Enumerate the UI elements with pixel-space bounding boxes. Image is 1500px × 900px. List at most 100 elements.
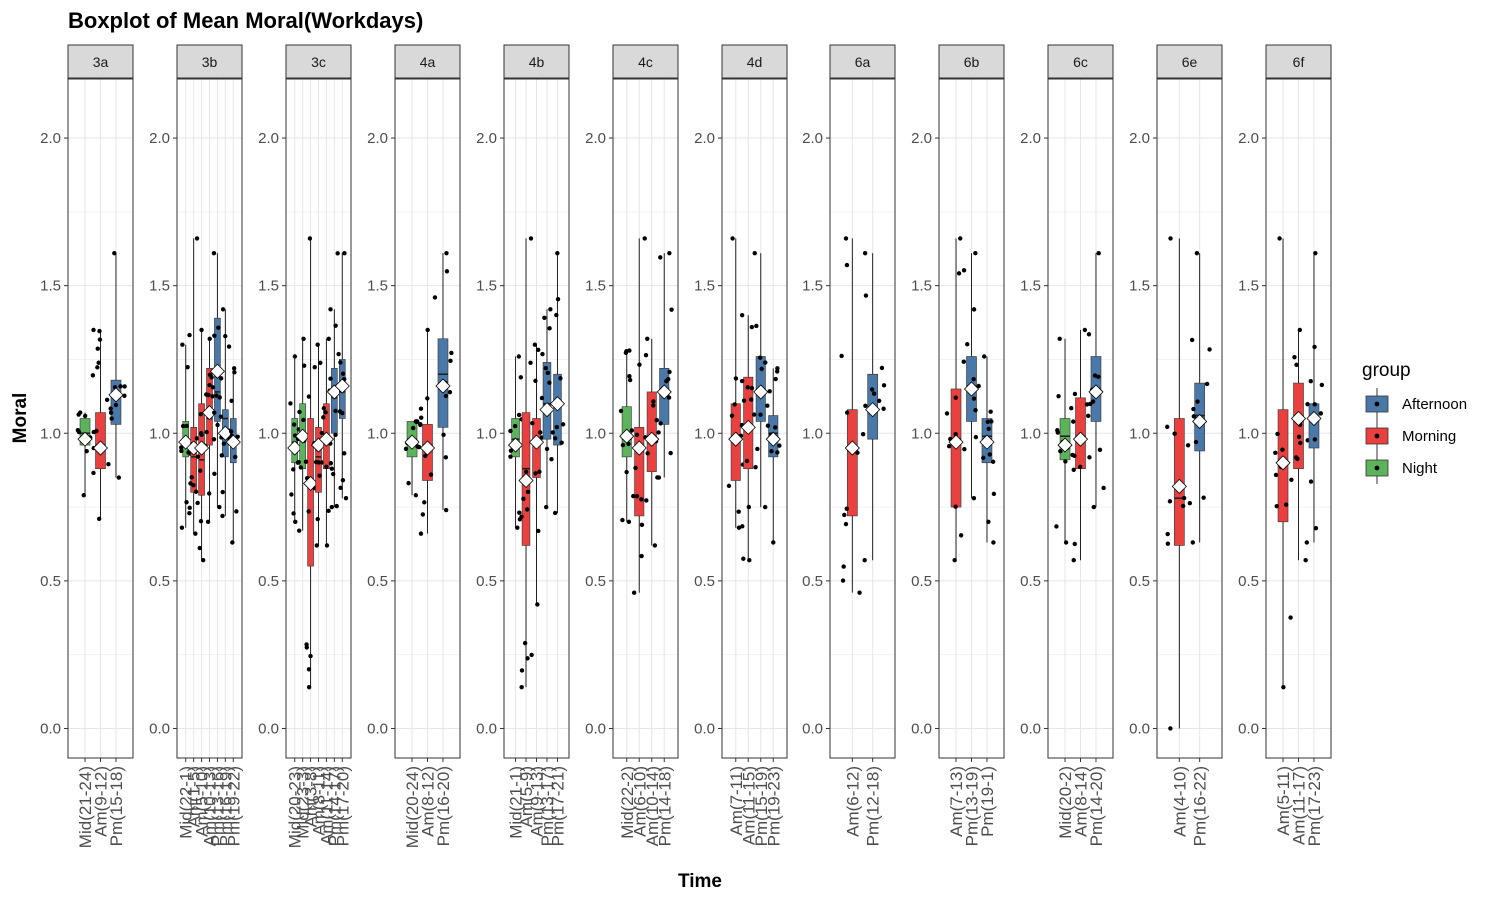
mean-marker [225, 434, 241, 450]
data-point [1086, 413, 1091, 419]
facet-strip-label: 3a [93, 54, 109, 70]
data-point [971, 396, 977, 401]
data-point [871, 391, 877, 396]
data-point [746, 504, 752, 510]
mean-marker [209, 363, 225, 379]
data-point [220, 489, 225, 495]
data-point [863, 403, 868, 408]
data-point [1305, 401, 1310, 407]
data-point [666, 395, 672, 400]
data-point [1294, 362, 1299, 368]
data-point [550, 430, 555, 435]
data-point [1072, 541, 1077, 547]
y-tick-label: 0.0 [694, 720, 715, 737]
data-point [990, 459, 996, 464]
x-tick-label: Pm(17-21) [548, 766, 567, 846]
data-point [1281, 684, 1286, 690]
data-point [651, 403, 656, 408]
data-point [184, 423, 189, 429]
data-point [1096, 374, 1101, 380]
data-point [422, 500, 427, 505]
data-point [765, 423, 771, 428]
data-point [219, 453, 225, 458]
data-point [198, 431, 204, 436]
x-tick-label: Mid(23-3) [294, 766, 313, 839]
y-tick-label: 1.5 [585, 278, 606, 295]
data-point [528, 236, 534, 241]
data-point [212, 333, 217, 338]
facet-strip [394, 44, 461, 79]
data-point [1071, 467, 1076, 472]
y-tick-label: 1.0 [1238, 425, 1259, 442]
data-point [530, 420, 535, 426]
data-point [334, 503, 339, 509]
y-tick-label: 0.5 [367, 573, 388, 590]
data-point [443, 455, 449, 460]
data-point [301, 363, 307, 368]
facet-strip-label: 3c [311, 54, 326, 70]
data-point [301, 417, 306, 423]
data-point [729, 413, 735, 418]
y-tick-label: 1.0 [149, 425, 170, 442]
data-point [542, 315, 547, 320]
data-point [340, 477, 346, 483]
y-tick-label: 1.5 [476, 278, 497, 295]
data-point [981, 455, 986, 461]
data-point [205, 519, 211, 525]
data-point [307, 236, 313, 241]
x-tick-label: Am(8-14) [1072, 766, 1091, 837]
data-point [1190, 540, 1195, 545]
data-point [1097, 447, 1103, 453]
data-point [193, 489, 199, 494]
mean-marker [77, 431, 93, 447]
mean-marker [740, 419, 756, 435]
data-point [536, 347, 541, 353]
data-point [1071, 558, 1076, 563]
data-point [529, 652, 534, 658]
data-point [544, 446, 550, 452]
data-point [1071, 419, 1076, 424]
data-point [777, 443, 782, 448]
data-point [323, 410, 328, 415]
data-point [1087, 455, 1092, 460]
data-point [986, 426, 991, 431]
data-point [1057, 336, 1062, 341]
mean-marker [753, 384, 769, 400]
data-point [1063, 459, 1068, 464]
y-tick-label: 1.5 [40, 278, 61, 295]
data-point [962, 446, 967, 452]
data-point [229, 398, 234, 404]
mean-marker [419, 440, 436, 456]
data-point [956, 271, 962, 276]
panel-border [721, 78, 788, 759]
data-point [211, 250, 217, 256]
data-point [555, 250, 560, 256]
data-point [518, 375, 524, 380]
data-point [1191, 406, 1196, 412]
data-point [1194, 250, 1200, 256]
box-3c-Mid(20-23) [287, 354, 303, 525]
data-point [342, 250, 347, 256]
data-point [96, 360, 101, 365]
data-point [965, 342, 970, 347]
data-point [1195, 399, 1200, 404]
data-point [554, 312, 559, 318]
data-point [216, 325, 221, 330]
data-point [1207, 347, 1212, 352]
data-point [413, 493, 419, 498]
facet-strip [721, 44, 788, 79]
data-point [1077, 464, 1083, 469]
y-tick-label: 2.0 [1129, 130, 1150, 147]
data-point [81, 493, 86, 498]
data-point [204, 392, 209, 397]
data-point [645, 451, 650, 456]
data-point [97, 337, 103, 342]
data-point [538, 430, 543, 435]
data-point [944, 411, 950, 416]
data-point [532, 342, 538, 347]
data-point [318, 360, 323, 366]
facet-strip [829, 44, 896, 79]
data-point [631, 590, 637, 595]
y-tick-label: 0.5 [694, 573, 715, 590]
panel-border [176, 78, 243, 759]
